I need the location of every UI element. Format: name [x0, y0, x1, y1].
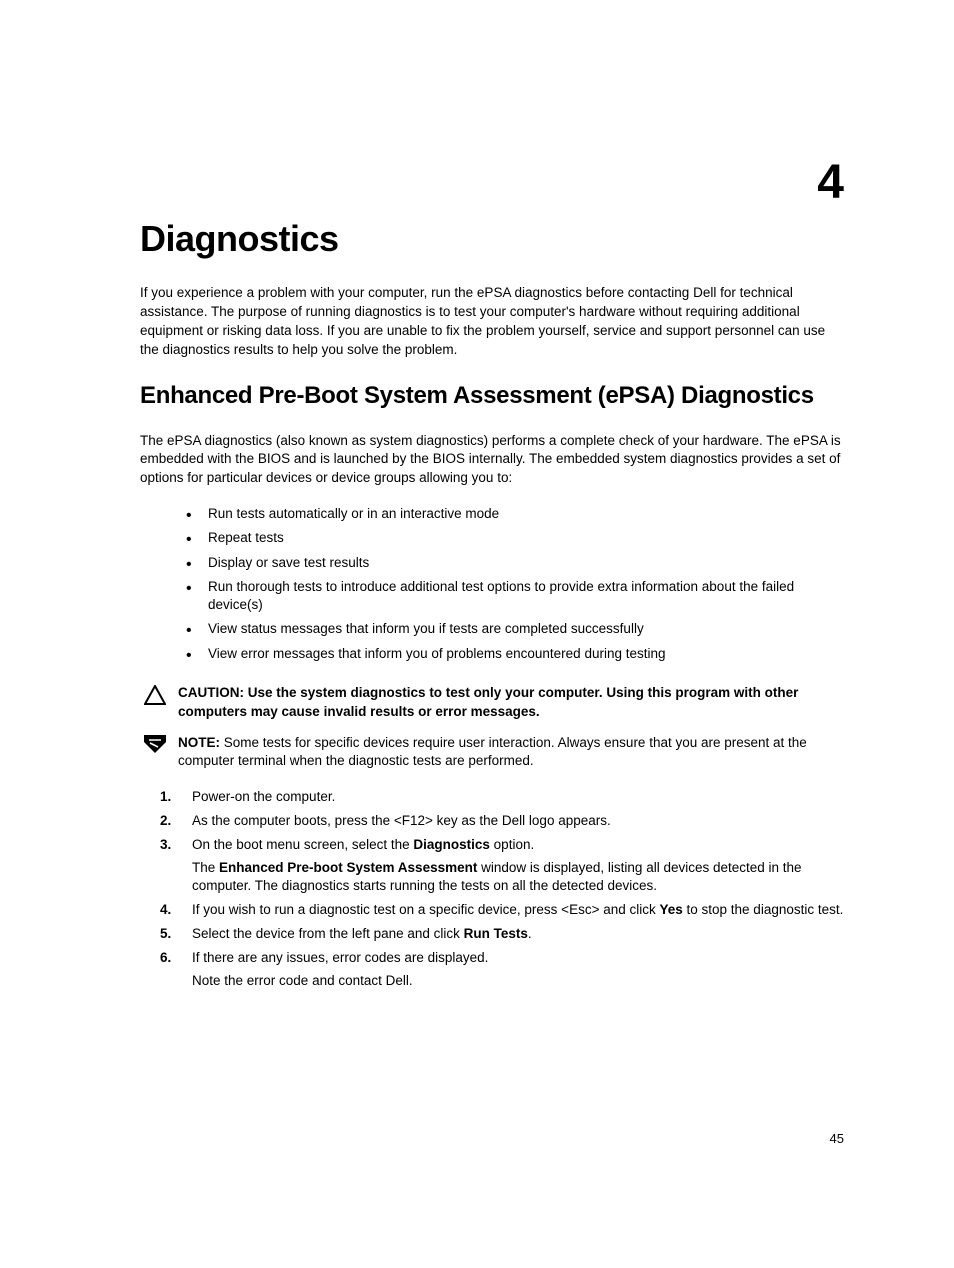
page-title: Diagnostics — [140, 218, 844, 260]
caution-icon — [144, 685, 170, 710]
step-item: 5. Select the device from the left pane … — [160, 923, 844, 947]
caution-body: Use the system diagnostics to test only … — [178, 685, 798, 719]
step-item: 6. If there are any issues, error codes … — [160, 947, 844, 994]
page-number: 45 — [830, 1131, 844, 1146]
step-number: 4. — [160, 901, 171, 920]
step-subtext: Note the error code and contact Dell. — [192, 972, 844, 991]
step-text: Select the device from the left pane and… — [192, 926, 532, 941]
list-item: View status messages that inform you if … — [186, 617, 844, 641]
list-item: Repeat tests — [186, 526, 844, 550]
step-number: 2. — [160, 812, 171, 831]
list-item: Display or save test results — [186, 551, 844, 575]
step-text: If you wish to run a diagnostic test on … — [192, 902, 843, 917]
list-item: Run tests automatically or in an interac… — [186, 502, 844, 526]
note-callout: NOTE: Some tests for specific devices re… — [140, 734, 844, 772]
step-text: Power-on the computer. — [192, 789, 335, 804]
note-text: NOTE: Some tests for specific devices re… — [178, 734, 844, 772]
section-intro: The ePSA diagnostics (also known as syst… — [140, 432, 844, 489]
step-item: 4. If you wish to run a diagnostic test … — [160, 899, 844, 923]
step-text: On the boot menu screen, select the Diag… — [192, 837, 534, 852]
caution-text: CAUTION: Use the system diagnostics to t… — [178, 684, 844, 722]
step-item: 2. As the computer boots, press the <F12… — [160, 809, 844, 833]
caution-label: CAUTION: — [178, 685, 244, 700]
note-label: NOTE: — [178, 735, 220, 750]
section-heading: Enhanced Pre-Boot System Assessment (ePS… — [140, 382, 844, 410]
step-item: 3. On the boot menu screen, select the D… — [160, 833, 844, 899]
list-item: Run thorough tests to introduce addition… — [186, 575, 844, 617]
steps-list: 1. Power-on the computer. 2. As the comp… — [160, 785, 844, 993]
caution-callout: CAUTION: Use the system diagnostics to t… — [140, 684, 844, 722]
step-text: If there are any issues, error codes are… — [192, 950, 488, 965]
step-text: As the computer boots, press the <F12> k… — [192, 813, 611, 828]
feature-list: Run tests automatically or in an interac… — [186, 502, 844, 666]
step-subtext: The Enhanced Pre-boot System Assessment … — [192, 859, 844, 897]
step-number: 6. — [160, 949, 171, 968]
note-body: Some tests for specific devices require … — [178, 735, 807, 769]
note-icon — [144, 735, 170, 758]
step-item: 1. Power-on the computer. — [160, 785, 844, 809]
step-number: 5. — [160, 925, 171, 944]
step-number: 3. — [160, 836, 171, 855]
chapter-number: 4 — [817, 155, 844, 210]
intro-paragraph: If you experience a problem with your co… — [140, 284, 844, 360]
step-number: 1. — [160, 788, 171, 807]
list-item: View error messages that inform you of p… — [186, 642, 844, 666]
